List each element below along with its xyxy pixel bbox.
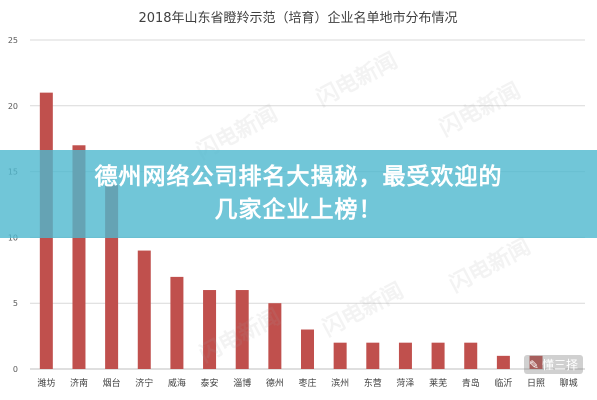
x-tick-label: 泰安 xyxy=(201,377,219,389)
bar xyxy=(431,342,445,369)
x-tick-label: 东营 xyxy=(364,377,382,389)
brand-label: 懂三择 xyxy=(541,358,578,372)
bar xyxy=(464,342,478,369)
y-tick-label: 5 xyxy=(13,299,18,308)
bar xyxy=(366,342,380,369)
headline-line-1: 德州网络公司排名大揭秘，最受欢迎的 xyxy=(94,164,503,190)
x-tick-label: 日照 xyxy=(527,378,545,389)
headline-banner: 德州网络公司排名大揭秘，最受欢迎的 几家企业上榜！ xyxy=(0,150,597,238)
x-tick-label: 聊城 xyxy=(560,377,578,389)
x-tick-label: 烟台 xyxy=(103,377,121,389)
bar xyxy=(333,342,347,369)
x-tick-label: 枣庄 xyxy=(298,377,316,389)
bar xyxy=(301,329,314,369)
chart-title: 2018年山东省瞪羚示范（培育）企业名单地市分布情况 xyxy=(138,10,457,26)
y-tick-label: 20 xyxy=(8,102,18,111)
bar xyxy=(268,303,282,369)
x-tick-label: 青岛 xyxy=(462,377,480,389)
x-tick-label: 滨州 xyxy=(331,377,349,389)
bar xyxy=(529,355,543,369)
bar xyxy=(496,355,510,369)
x-tick-label: 潍坊 xyxy=(37,377,55,389)
x-tick-label: 临沂 xyxy=(494,377,512,389)
y-tick-label: 0 xyxy=(13,365,18,374)
x-axis: 潍坊 济南 烟台 济宁 威海 泰安 淄博 德州 枣庄 滨州 东营 菏泽 莱芜 青岛 临沂 日照 聊城 xyxy=(37,377,577,389)
bar xyxy=(203,290,217,369)
headline-line-2: 几家企业上榜！ xyxy=(214,197,383,223)
brand-badge: ✎ 懂三择 xyxy=(523,355,583,374)
x-tick-label: 淄博 xyxy=(233,377,251,389)
x-tick-label: 莱芜 xyxy=(429,377,447,389)
x-tick-label: 德州 xyxy=(266,377,284,389)
chat-bubble-icon: ✎ xyxy=(528,357,539,372)
x-tick-label: 济宁 xyxy=(135,377,153,389)
x-tick-label: 济南 xyxy=(70,377,88,389)
bar xyxy=(170,276,184,369)
bar xyxy=(398,342,412,369)
x-tick-label: 威海 xyxy=(168,377,186,389)
bar xyxy=(235,290,249,369)
y-tick-label: 25 xyxy=(8,36,18,45)
bar xyxy=(137,250,151,369)
x-tick-label: 菏泽 xyxy=(396,378,414,389)
